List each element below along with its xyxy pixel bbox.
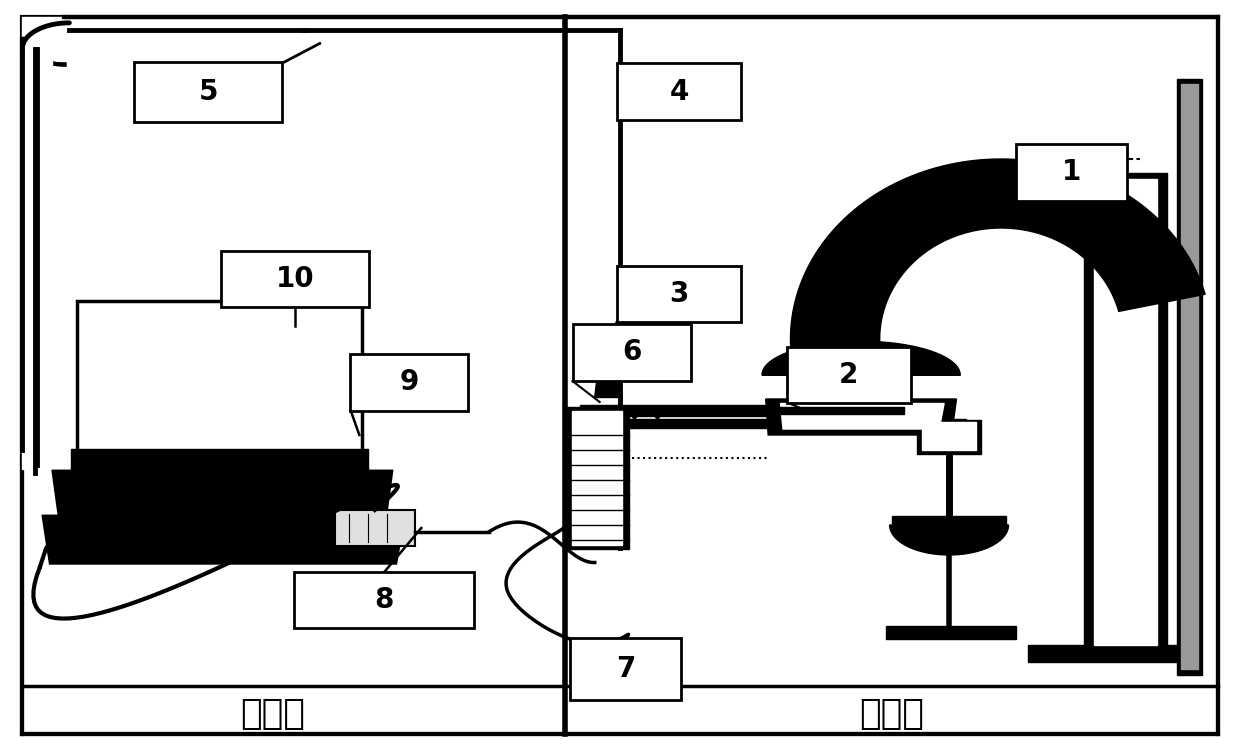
Text: 4: 4 bbox=[669, 77, 689, 106]
Polygon shape bbox=[572, 411, 622, 544]
Bar bbox=[617, 64, 741, 119]
Polygon shape bbox=[790, 159, 1206, 368]
Bar bbox=[134, 62, 282, 122]
Text: 3: 3 bbox=[669, 280, 689, 308]
Polygon shape bbox=[567, 419, 966, 428]
Text: 9: 9 bbox=[399, 368, 419, 397]
Bar bbox=[1016, 144, 1127, 201]
Polygon shape bbox=[595, 375, 622, 398]
Polygon shape bbox=[917, 420, 981, 454]
Point bbox=[644, 416, 664, 428]
Bar bbox=[71, 449, 368, 470]
Text: 7: 7 bbox=[616, 655, 636, 683]
Polygon shape bbox=[565, 406, 629, 549]
Bar bbox=[570, 638, 681, 700]
Polygon shape bbox=[766, 399, 957, 435]
Polygon shape bbox=[1084, 172, 1167, 652]
Polygon shape bbox=[762, 341, 960, 375]
Polygon shape bbox=[892, 516, 1006, 526]
Bar bbox=[349, 355, 467, 411]
Text: 10: 10 bbox=[275, 265, 315, 293]
Point bbox=[628, 403, 648, 415]
Bar bbox=[84, 305, 354, 444]
Polygon shape bbox=[1177, 79, 1202, 675]
Polygon shape bbox=[886, 626, 1016, 639]
Polygon shape bbox=[22, 17, 64, 39]
Bar bbox=[221, 251, 369, 308]
Text: 治疗室: 治疗室 bbox=[860, 697, 924, 731]
Polygon shape bbox=[580, 405, 768, 416]
Bar bbox=[295, 572, 473, 628]
Bar bbox=[335, 510, 415, 546]
Polygon shape bbox=[1181, 84, 1198, 669]
Bar bbox=[787, 346, 911, 404]
Text: 2: 2 bbox=[839, 361, 859, 389]
Polygon shape bbox=[580, 406, 904, 414]
Point bbox=[622, 420, 642, 432]
Polygon shape bbox=[42, 515, 405, 564]
Text: 控制室: 控制室 bbox=[240, 697, 305, 731]
Polygon shape bbox=[781, 404, 944, 429]
Bar bbox=[617, 266, 741, 322]
Text: 8: 8 bbox=[374, 586, 394, 614]
Polygon shape bbox=[922, 422, 976, 450]
Text: 1: 1 bbox=[1062, 158, 1082, 187]
Polygon shape bbox=[890, 525, 1009, 555]
Point bbox=[647, 410, 667, 422]
Polygon shape bbox=[1094, 178, 1157, 645]
Polygon shape bbox=[592, 332, 620, 376]
Text: 6: 6 bbox=[622, 338, 642, 367]
Polygon shape bbox=[52, 470, 393, 515]
Bar bbox=[77, 302, 362, 452]
Bar bbox=[572, 325, 691, 381]
Text: 5: 5 bbox=[198, 77, 218, 106]
Polygon shape bbox=[1028, 645, 1177, 662]
Polygon shape bbox=[22, 45, 52, 469]
Point bbox=[624, 410, 644, 422]
